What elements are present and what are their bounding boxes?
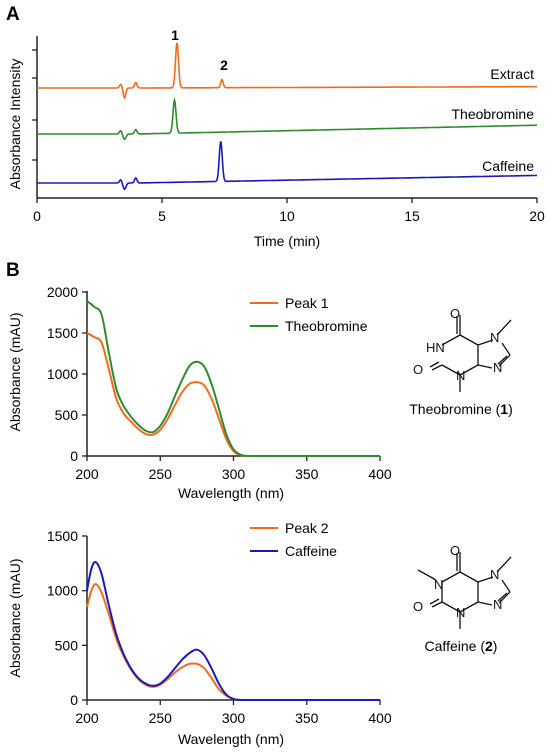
series-line-caffeine [86,561,380,701]
y-tick-label: 0 [70,448,78,464]
legend-label-theobromine: Theobromine [285,318,368,334]
caffeine-structure [417,552,512,629]
svg-text:N: N [456,368,465,383]
series-label-caffeine: Caffeine [482,158,534,174]
caffeine-atom-labels: O N N N N O [413,543,502,620]
x-tick-label: 350 [295,710,319,726]
x-tick-label: 200 [75,710,99,726]
peak-label-1: 1 [171,27,179,43]
x-tick-label: 15 [404,208,420,224]
theobromine-caption: Theobromine (1) [409,401,513,417]
theobromine-atom-labels: O HN N N N O [413,306,502,383]
x-tick-label: 20 [529,208,545,224]
svg-text:N: N [493,597,502,612]
x-tick-label: 250 [149,710,173,726]
svg-text:N: N [493,360,502,375]
series-line-extract [37,42,537,100]
x-tick-label: 400 [368,466,392,482]
panel-a-letter: A [6,4,20,25]
uv-spectrum-caffeine-chart: Absorbance (mAU) Wavelength (nm) 200 250 3… [7,520,392,747]
svg-text:HN: HN [426,340,445,355]
y-tick-label: 0 [70,692,78,708]
y-tick-label: 2000 [47,284,78,300]
x-tick-label: 300 [222,710,246,726]
x-tick-label: 350 [295,466,319,482]
uv-top-x-label: Wavelength (nm) [178,485,284,501]
uv-top-y-label: Absorbance (mAU) [7,312,23,431]
x-tick-label: 200 [75,466,99,482]
svg-text:O: O [413,599,423,614]
series-line-theobromine [37,97,537,141]
peak-label-2: 2 [220,57,228,73]
uv-bottom-legend: Peak 2 Caffeine [250,520,337,559]
svg-text:O: O [450,543,460,558]
panel-b-letter: B [6,260,20,281]
legend-label-peak-1: Peak 1 [285,295,329,311]
svg-text:O: O [413,362,423,377]
y-tick-label: 500 [55,407,79,423]
chromatogram-chart: Absorbance Intensity Time (min) 0 5 10 15 20… [7,27,545,249]
series-label-extract: Extract [490,66,534,82]
series-line-peak-2 [86,583,380,701]
y-tick-label: 500 [55,637,79,653]
uv-top-legend: Peak 1 Theobromine [250,295,368,334]
svg-text:N: N [490,330,499,345]
caffeine-caption: Caffeine (2) [425,638,498,654]
y-tick-label: 1000 [47,583,78,599]
y-tick-label: 1500 [47,528,78,544]
x-tick-label: 10 [279,208,295,224]
svg-text:N: N [434,577,443,592]
x-tick-label: 0 [33,208,41,224]
series-line-peak-1 [86,332,380,457]
series-label-theobromine: Theobromine [452,106,535,122]
legend-label-caffeine: Caffeine [285,543,337,559]
svg-text:N: N [490,567,499,582]
series-line-theobromine [86,300,380,457]
y-tick-label: 1000 [47,366,78,382]
uv-bottom-y-label: Absorbance (mAU) [7,558,23,677]
series-line-caffeine [37,141,537,191]
chromatogram-y-label: Absorbance Intensity [7,59,23,190]
theobromine-structure [429,315,512,392]
x-tick-label: 250 [149,466,173,482]
x-tick-label: 400 [368,710,392,726]
chromatogram-x-label: Time (min) [254,233,320,249]
uv-spectrum-theobromine-chart: Absorbance (mAU) Wavelength (nm) 200 250 3… [7,284,392,501]
svg-text:O: O [450,306,460,321]
legend-label-peak-2: Peak 2 [285,520,329,536]
y-tick-label: 1500 [47,325,78,341]
x-tick-label: 300 [222,466,246,482]
uv-bottom-x-label: Wavelength (nm) [178,731,284,747]
x-tick-label: 5 [158,208,166,224]
svg-text:N: N [456,605,465,620]
